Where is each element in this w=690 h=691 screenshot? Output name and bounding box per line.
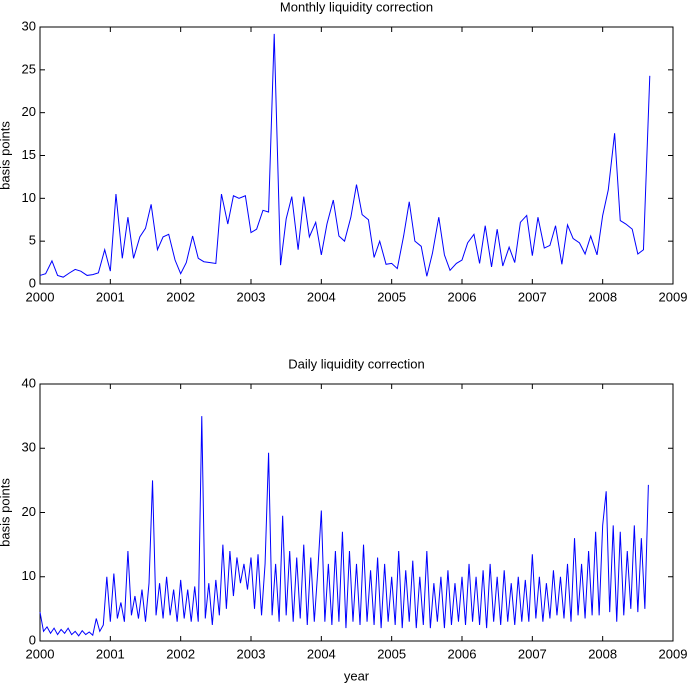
x-tick-label: 2006	[448, 289, 477, 304]
y-tick-label: 0	[29, 632, 36, 647]
y-tick-label: 20	[22, 504, 36, 519]
x-tick-label: 2001	[96, 646, 125, 661]
x-tick-label: 2002	[166, 289, 195, 304]
y-tick-label: 10	[22, 568, 36, 583]
x-tick-label: 2008	[588, 289, 617, 304]
x-tick-label: 2009	[659, 646, 688, 661]
axes-frame	[39, 383, 674, 642]
y-tick-label: 25	[22, 61, 36, 76]
y-axis-label: basis points	[0, 121, 12, 190]
x-tick-label: 2005	[377, 289, 406, 304]
x-tick-label: 2000	[26, 289, 55, 304]
y-tick-label: 15	[22, 147, 36, 162]
y-axis-label: basis points	[0, 478, 12, 547]
chart-title: Monthly liquidity correction	[280, 0, 433, 14]
x-tick-label: 2007	[518, 646, 547, 661]
x-tick-label: 2003	[237, 646, 266, 661]
y-tick-label: 5	[29, 233, 36, 248]
x-tick-label: 2005	[377, 646, 406, 661]
data-line	[39, 33, 651, 278]
axes-frame	[39, 26, 674, 285]
x-tick-label: 2004	[307, 289, 336, 304]
x-tick-label: 2007	[518, 289, 547, 304]
y-tick-label: 10	[22, 190, 36, 205]
chart-title: Daily liquidity correction	[288, 356, 425, 371]
x-tick-label: 2008	[588, 646, 617, 661]
x-tick-label: 2009	[659, 289, 688, 304]
y-tick-label: 40	[22, 375, 36, 390]
x-tick-label: 2004	[307, 646, 336, 661]
x-tick-label: 2003	[237, 289, 266, 304]
y-tick-label: 30	[22, 440, 36, 455]
x-tick-label: 2000	[26, 646, 55, 661]
x-tick-label: 2006	[448, 646, 477, 661]
y-tick-label: 0	[29, 275, 36, 290]
x-axis-label: year	[344, 668, 370, 683]
x-tick-label: 2002	[166, 646, 195, 661]
x-tick-label: 2001	[96, 289, 125, 304]
y-tick-label: 20	[22, 104, 36, 119]
y-tick-label: 30	[22, 18, 36, 33]
data-line	[39, 416, 649, 637]
